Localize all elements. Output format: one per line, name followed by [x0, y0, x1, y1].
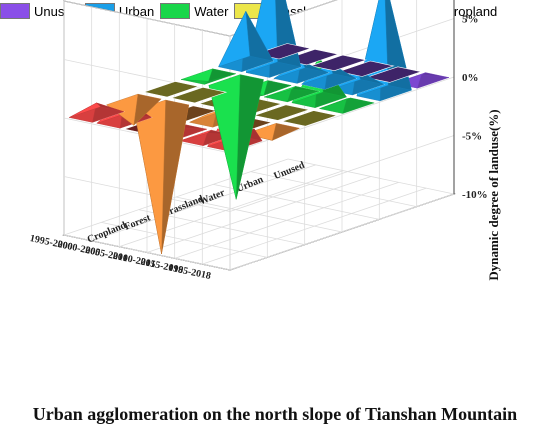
chart-title: Urban agglomeration on the north slope o… — [32, 404, 518, 424]
bar-grassland — [170, 86, 228, 104]
bar-unused — [310, 54, 367, 72]
z-tick-label: -10% — [462, 189, 488, 201]
bar-face — [181, 68, 213, 82]
z-tick-label: 0% — [462, 72, 479, 84]
bar-water — [180, 68, 237, 85]
z-axis-label: Dynamic degree of landuse(%) — [486, 109, 501, 280]
bar-grassland — [142, 81, 200, 98]
z-tick-label: 5% — [462, 14, 479, 26]
bar-face — [106, 93, 139, 126]
bar-face — [319, 97, 351, 109]
grid-line — [63, 158, 289, 236]
bar-face — [264, 86, 296, 98]
bar-face — [179, 129, 212, 141]
bar-water — [318, 97, 376, 114]
bar-water — [263, 85, 320, 103]
grid-line — [287, 158, 455, 195]
bar-base — [310, 54, 367, 72]
bar-base — [170, 86, 228, 104]
bar-cropland — [68, 102, 125, 123]
bar-base — [281, 110, 338, 127]
bar-grassland — [253, 104, 311, 121]
bar-water — [207, 74, 265, 200]
bar-face — [218, 10, 251, 68]
legend-swatch — [160, 3, 191, 19]
grid-line — [91, 164, 316, 242]
z-tick-label: -5% — [462, 131, 482, 143]
legend-swatch — [0, 3, 30, 19]
bar-face — [208, 74, 241, 200]
bar-grassland — [281, 110, 338, 127]
bars-layer — [68, 0, 450, 255]
bar-face — [69, 102, 101, 118]
bar-base — [253, 104, 311, 121]
bar-forest — [105, 93, 163, 126]
bar-urban — [217, 10, 275, 73]
legend-item-water: Water — [160, 3, 228, 19]
bar-forest — [243, 122, 301, 141]
bar-base — [142, 81, 200, 98]
legend-label: Water — [194, 3, 229, 19]
legend-label: Cropland — [444, 3, 498, 19]
